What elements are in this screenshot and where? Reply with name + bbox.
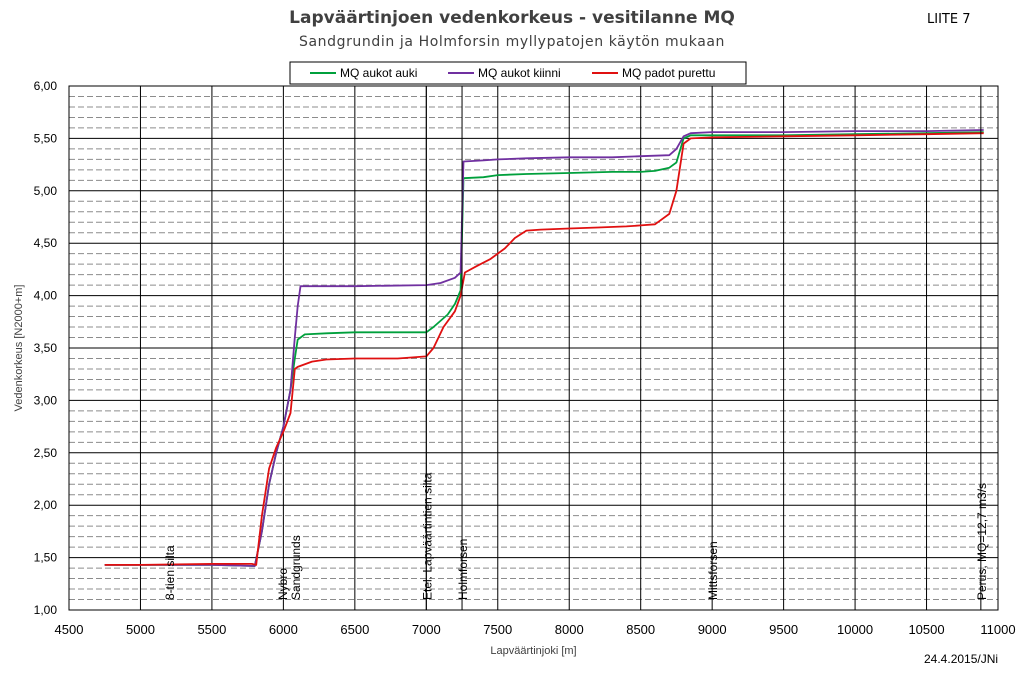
x-tick-labels: 4500 5000 5500 6000 6500 7000 7500 8000 8500 9000…	[55, 622, 1016, 637]
series-line	[104, 131, 984, 567]
x-tick-label: 5500	[197, 622, 226, 637]
y-tick-labels: 1,00 1,50 2,00 2,50 3,00 3,50 4,00 4,50 5,00 5,50…	[34, 79, 58, 617]
chart-subtitle: Sandgrundin ja Holmforsin myllypatojen k…	[298, 34, 726, 50]
legend: MQ aukot auki MQ aukot kiinni MQ padot pur…	[289, 61, 747, 85]
x-axis-label: Lapväärtinjoki [m]	[490, 645, 576, 657]
series-line	[104, 132, 984, 566]
date-label: 24.4.2015/JNi	[924, 652, 999, 666]
x-tick-label: 11000	[980, 622, 1015, 637]
appendix-label: LIITE 7	[927, 12, 971, 27]
y-tick-label: 4,50	[34, 236, 58, 250]
x-tick-label: 9000	[698, 622, 727, 637]
legend-label: MQ padot purettu	[622, 66, 715, 80]
x-tick-label: 7000	[412, 622, 441, 637]
y-tick-label: 5,00	[34, 184, 58, 198]
y-tick-label: 4,00	[34, 289, 58, 303]
y-axis-label: Vedenkorkeus [N2000+m]	[13, 285, 25, 412]
plot-frame	[68, 85, 999, 611]
y-tick-label: 3,00	[34, 393, 58, 407]
annotation-label: Mittsforsen	[706, 541, 720, 600]
x-tick-label: 10000	[837, 622, 873, 637]
series-line	[104, 129, 984, 567]
annotation-label: Perus, MQ=12,7 m3/s	[975, 483, 989, 600]
y-tick-label: 1,50	[34, 551, 58, 565]
x-tick-label: 8500	[626, 622, 655, 637]
y-tick-label: 3,50	[34, 341, 58, 355]
legend-label: MQ aukot auki	[340, 66, 417, 80]
major-grid	[68, 85, 999, 611]
y-tick-label: 5,50	[34, 131, 58, 145]
x-tick-label: 10500	[908, 622, 944, 637]
x-tick-label: 8000	[555, 622, 584, 637]
chart-title: Lapväärtinjoen vedenkorkeus - vesitilann…	[289, 8, 735, 28]
annotation-label: Holmforsen	[456, 539, 470, 600]
x-tick-label: 5000	[126, 622, 155, 637]
x-tick-label: 4500	[55, 622, 84, 637]
x-tick-label: 9500	[769, 622, 798, 637]
y-tick-label: 1,00	[34, 603, 58, 617]
x-tick-label: 6000	[269, 622, 298, 637]
series-lines	[104, 129, 984, 567]
y-tick-label: 6,00	[34, 79, 58, 93]
legend-label: MQ aukot kiinni	[478, 66, 561, 80]
legend-box	[289, 61, 747, 85]
annotation-label: Sandgrunds	[289, 535, 303, 600]
annotation-label: Nybro	[276, 568, 290, 600]
annotation-label: 8-tien silta	[163, 545, 177, 600]
y-tick-label: 2,00	[34, 498, 58, 512]
y-tick-label: 2,50	[34, 446, 58, 460]
minor-grid	[69, 95, 998, 601]
x-tick-label: 7500	[483, 622, 512, 637]
x-tick-label: 6500	[340, 622, 369, 637]
annotation-label: Etel. Lapväärtintien silta	[420, 472, 434, 600]
